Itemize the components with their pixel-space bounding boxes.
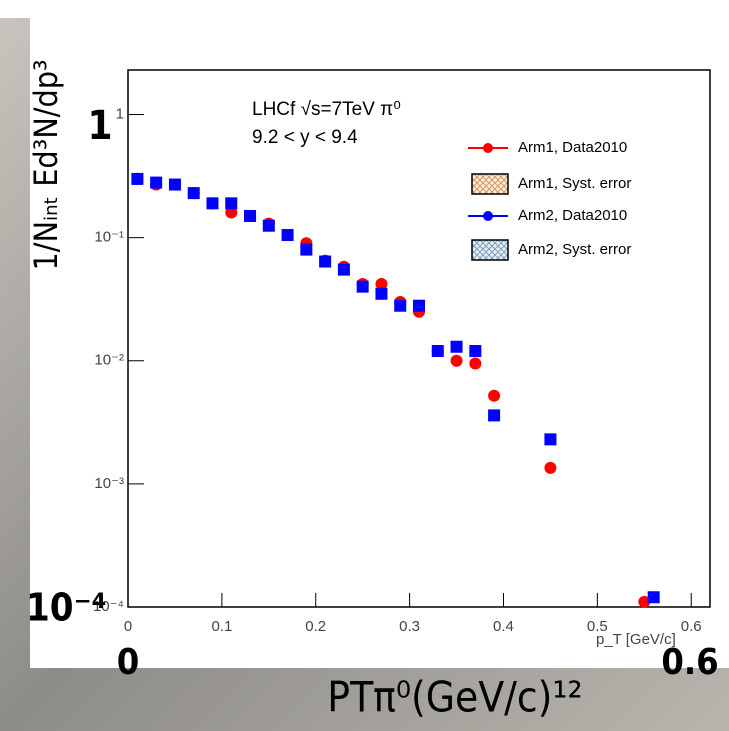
marker xyxy=(319,255,332,268)
x-tick-label: 0.5 xyxy=(587,618,608,635)
marker xyxy=(413,299,425,312)
overlay-label: 10⁻⁴ xyxy=(26,586,107,630)
marker xyxy=(187,187,200,200)
marker xyxy=(488,409,501,422)
marker xyxy=(450,340,463,353)
marker xyxy=(431,345,444,358)
legend-label: Arm2, Syst. error xyxy=(518,241,631,258)
marker xyxy=(206,197,219,210)
x-tick-label: 0.4 xyxy=(493,618,514,635)
overlay-label: PTπ⁰(GeV/c)¹² xyxy=(327,673,582,722)
x-axis-label: p_T [GeV/c] xyxy=(596,631,676,648)
marker xyxy=(375,287,388,300)
marker xyxy=(647,591,660,604)
marker xyxy=(375,278,388,291)
annotation: LHCf √s=7TeV π⁰ xyxy=(252,99,401,120)
marker xyxy=(262,219,275,232)
legend-marker xyxy=(483,143,493,153)
x-tick-label: 0.2 xyxy=(305,618,326,635)
legend-label: Arm2, Data2010 xyxy=(518,207,627,224)
marker xyxy=(488,389,501,402)
panel xyxy=(30,0,729,668)
y-axis-label: 1/Nᵢₙₜ Ed³N/dp³ xyxy=(27,59,65,270)
marker xyxy=(225,206,238,219)
overlay-label: 0 xyxy=(117,642,140,683)
y-tick-label: 10⁻⁴ xyxy=(93,598,124,615)
marker xyxy=(469,345,482,358)
marker xyxy=(638,595,651,608)
legend-box xyxy=(471,239,509,261)
legend-label: Arm1, Syst. error xyxy=(518,175,631,192)
marker xyxy=(168,178,181,191)
marker xyxy=(356,280,369,293)
marker xyxy=(300,243,313,256)
marker xyxy=(281,229,294,242)
legend-box xyxy=(471,173,509,195)
marker xyxy=(450,354,463,367)
plot-frame xyxy=(127,69,711,608)
y-tick-label: 10⁻¹ xyxy=(94,229,124,246)
overlay-label: 0.6 xyxy=(661,642,718,683)
marker xyxy=(469,357,482,370)
marker xyxy=(150,176,163,189)
x-tick-label: 0.6 xyxy=(681,618,702,635)
overlay-label: 1 xyxy=(87,103,112,149)
x-tick-label: 0 xyxy=(124,618,132,635)
x-tick-label: 0.3 xyxy=(399,618,420,635)
marker xyxy=(225,197,238,210)
marker xyxy=(394,299,407,312)
marker xyxy=(337,263,350,276)
marker xyxy=(544,433,557,446)
y-tick-label: 10⁻² xyxy=(94,352,124,369)
y-tick-label: 10⁻³ xyxy=(94,475,124,492)
y-tick-label: 1 xyxy=(116,106,124,123)
legend-label: Arm1, Data2010 xyxy=(518,139,627,156)
x-tick-label: 0.1 xyxy=(211,618,232,635)
marker xyxy=(244,209,257,222)
annotation: 9.2 < y < 9.4 xyxy=(252,127,358,148)
marker xyxy=(544,461,557,474)
marker xyxy=(131,172,144,185)
legend-marker xyxy=(483,211,493,221)
